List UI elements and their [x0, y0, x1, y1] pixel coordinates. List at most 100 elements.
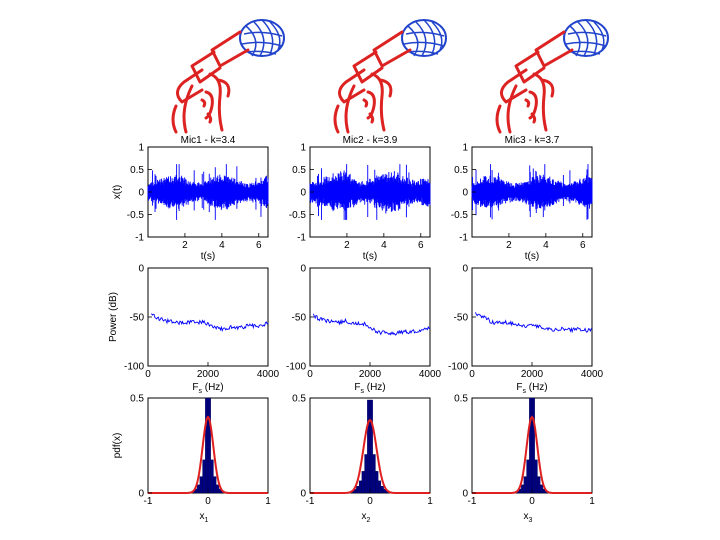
y-tick-label: 0 — [462, 188, 468, 199]
gaussian-fit-series — [310, 418, 430, 494]
y-tick-label: 0 — [300, 264, 306, 275]
y-tick-label: -50 — [130, 313, 145, 324]
histogram-bar — [372, 454, 376, 494]
y-tick-label: -100 — [448, 362, 468, 373]
x-tick-label: 0 — [307, 369, 313, 380]
x-tick-label: 1 — [589, 496, 595, 507]
axes-frame — [147, 267, 269, 367]
y-axis-label: x(t) — [112, 185, 123, 199]
histogram-bar — [529, 397, 533, 494]
histogram-bar — [356, 485, 360, 494]
time-plot: Mic2 - k=3.9 2 4 6 -1 -0.5 0 0.5 1 t(s) — [289, 135, 431, 262]
y-tick-label: 0.5 — [292, 165, 306, 176]
x-tick-label: 0 — [145, 369, 151, 380]
waveform-series — [147, 164, 269, 220]
y-tick-label: 0 — [138, 264, 144, 275]
y-tick-label: -0.5 — [127, 210, 145, 221]
mic-icon — [495, 18, 610, 134]
y-tick-label: 0 — [462, 489, 468, 500]
x-axis-label: x2 — [362, 511, 371, 524]
x-tick-label: -1 — [468, 496, 477, 507]
histogram-bar — [199, 476, 203, 494]
column-mic3: Mic3 - k=3.72 4 6-1-0.500.51t(s)0 2000 40000… — [448, 135, 604, 524]
y-tick-label: 0.5 — [130, 394, 144, 405]
psd-plot: 0 2000 4000 0 -50 -100 Fs (Hz) Power (dB) — [108, 264, 280, 396]
x-axis-label: x3 — [524, 511, 533, 524]
x-tick-label: 2 — [182, 240, 188, 251]
plot-title: Mic2 - k=3.9 — [343, 135, 398, 146]
x-tick-label: 0 — [367, 496, 373, 507]
histogram-bar — [364, 454, 368, 494]
histogram-bar — [207, 397, 211, 494]
x-tick-label: 6 — [418, 240, 424, 251]
histogram-bar — [380, 485, 384, 494]
y-tick-label: 0.5 — [454, 165, 468, 176]
waveform-series — [471, 164, 593, 220]
x-tick-label: 6 — [580, 240, 586, 251]
x-tick-label: 2 — [344, 240, 350, 251]
histogram-bar — [205, 397, 209, 494]
y-tick-label: -0.5 — [289, 210, 307, 221]
y-tick-label: -50 — [454, 313, 469, 324]
psd-series — [313, 313, 431, 336]
y-tick-label: 0 — [138, 489, 144, 500]
psd-plot: 0 2000 4000 0 -50 -100 Fs (Hz) — [448, 264, 604, 396]
mic-icon — [333, 18, 448, 134]
x-axis-label: t(s) — [363, 251, 377, 262]
histogram-bar — [210, 459, 214, 494]
y-tick-label: 1 — [300, 143, 306, 154]
y-tick-label: -1 — [297, 233, 306, 244]
y-axis-label: pdf(x) — [112, 433, 123, 459]
x-tick-label: -1 — [306, 496, 315, 507]
histogram-bar — [526, 459, 530, 494]
y-tick-label: -50 — [292, 313, 307, 324]
axes-frame — [309, 267, 431, 367]
y-tick-label: -0.5 — [451, 210, 469, 221]
y-tick-label: 0 — [462, 264, 468, 275]
psd-series — [151, 313, 269, 333]
histogram-bar — [531, 397, 535, 494]
x-tick-label: 1 — [427, 496, 433, 507]
x-tick-label: 2000 — [521, 369, 544, 380]
histogram-bar — [523, 476, 527, 494]
x-tick-label: 0 — [469, 369, 475, 380]
x-tick-label: 4 — [543, 240, 549, 251]
histogram-bar — [196, 484, 200, 494]
x-tick-label: 1 — [265, 496, 271, 507]
histogram-bar — [375, 471, 379, 494]
histogram-bar — [537, 476, 541, 494]
time-plot: Mic1 - k=3.4 2 4 6 -1 -0.5 0 0.5 1 t(s) x(t) — [112, 135, 269, 262]
histogram-bar — [216, 484, 220, 494]
y-tick-label: 0 — [138, 188, 144, 199]
x-tick-label: 6 — [256, 240, 262, 251]
x-tick-label: 2000 — [359, 369, 382, 380]
axes-frame — [471, 267, 593, 367]
y-tick-label: 1 — [462, 143, 468, 154]
x-tick-label: 4000 — [257, 369, 280, 380]
x-tick-label: 0 — [205, 496, 211, 507]
x-axis-label: Fs (Hz) — [516, 382, 547, 395]
column-mic1: Mic1 - k=3.4 2 4 6 -1 -0.5 0 0.5 1 t(s) x(t) 0 2000 4… — [108, 135, 280, 524]
waveform-series — [309, 164, 431, 220]
y-tick-label: -1 — [135, 233, 144, 244]
histogram-bar — [534, 459, 538, 494]
x-axis-label: Fs (Hz) — [192, 382, 223, 395]
x-tick-label: 0 — [529, 496, 535, 507]
pdf-plot: -1 0 100.5x3 — [454, 394, 595, 525]
plot-title: Mic3 - k=3.7 — [505, 135, 560, 146]
y-tick-label: 1 — [138, 143, 144, 154]
histogram-bar — [361, 471, 365, 494]
time-plot: Mic3 - k=3.7 2 4 6 -1 -0.5 0 0.5 1 t(s) — [451, 135, 593, 262]
gaussian-fit-series — [472, 415, 592, 494]
x-tick-label: 2000 — [197, 369, 220, 380]
y-tick-label: 0 — [300, 489, 306, 500]
histogram-bar — [520, 484, 524, 494]
x-tick-label: -1 — [144, 496, 153, 507]
y-tick-label: -100 — [286, 362, 306, 373]
mic-icon — [171, 18, 286, 134]
x-tick-label: 4000 — [419, 369, 442, 380]
y-tick-label: 0.5 — [454, 394, 468, 405]
x-axis-label: Fs (Hz) — [354, 382, 385, 395]
